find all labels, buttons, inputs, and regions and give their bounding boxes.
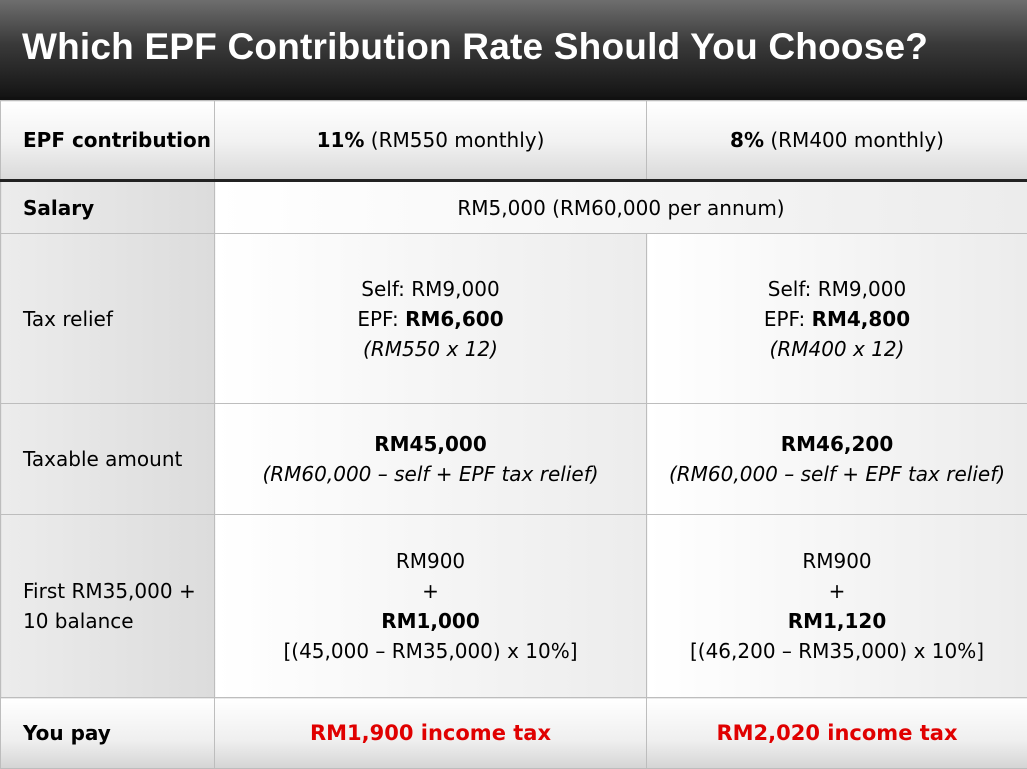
first-bracket-b-cell: RM900 + RM1,120 [(46,200 – RM35,000) x 1… [647,515,1027,698]
first-bracket-label-line2: 10 balance [23,606,214,636]
option-b-detail: (RM400 monthly) [764,128,944,152]
taxable-b-cell: RM46,200 (RM60,000 – self + EPF tax reli… [647,404,1027,515]
first-bracket-a-value: RM1,000 [215,606,646,636]
taxable-a-value: RM45,000 [215,429,646,459]
taxable-label: Taxable amount [23,447,182,471]
tax-relief-a-epf-prefix: EPF: [357,307,405,331]
tax-relief-label-cell: Tax relief [1,234,215,404]
taxable-label-cell: Taxable amount [1,404,215,515]
first-bracket-label-cell: First RM35,000 + 10 balance [1,515,215,698]
tax-relief-b-cell: Self: RM9,000 EPF: RM4,800 (RM400 x 12) [647,234,1027,404]
tax-relief-b-epf-prefix: EPF: [764,307,812,331]
you-pay-label-cell: You pay [1,698,215,769]
salary-label-cell: Salary [1,181,215,234]
taxable-row: Taxable amount RM45,000 (RM60,000 – self… [1,404,1027,515]
first-bracket-a-cell: RM900 + RM1,000 [(45,000 – RM35,000) x 1… [215,515,647,698]
option-a-rate: 11% [317,128,365,152]
tax-relief-b-note: (RM400 x 12) [647,334,1027,364]
first-bracket-row: First RM35,000 + 10 balance RM900 + RM1,… [1,515,1027,698]
you-pay-b-cell: RM2,020 income tax [647,698,1027,769]
you-pay-a-cell: RM1,900 income tax [215,698,647,769]
option-a-detail: (RM550 monthly) [364,128,544,152]
tax-relief-a-cell: Self: RM9,000 EPF: RM6,600 (RM550 x 12) [215,234,647,404]
tax-relief-label: Tax relief [23,307,113,331]
you-pay-b-value: RM2,020 income tax [716,721,957,745]
tax-relief-b-epf-value: RM4,800 [812,307,911,331]
page-title: Which EPF Contribution Rate Should You C… [22,26,928,68]
option-11-header: 11% (RM550 monthly) [215,101,647,181]
tax-relief-a-self: Self: RM9,000 [215,274,646,304]
salary-row: Salary RM5,000 (RM60,000 per annum) [1,181,1027,234]
salary-label: Salary [23,196,94,220]
tax-relief-b-self: Self: RM9,000 [647,274,1027,304]
first-bracket-b-base: RM900 [647,546,1027,576]
you-pay-label: You pay [23,721,111,745]
first-bracket-label-line1: First RM35,000 + [23,576,214,606]
tax-relief-a-epf-value: RM6,600 [405,307,504,331]
salary-value-cell: RM5,000 (RM60,000 per annum) [215,181,1027,234]
first-bracket-b-plus: + [647,576,1027,606]
tax-relief-row: Tax relief Self: RM9,000 EPF: RM6,600 (R… [1,234,1027,404]
title-banner: Which EPF Contribution Rate Should You C… [0,0,1027,100]
first-bracket-a-plus: + [215,576,646,606]
you-pay-row: You pay RM1,900 income tax RM2,020 incom… [1,698,1027,769]
tax-relief-a-note: (RM550 x 12) [215,334,646,364]
you-pay-a-value: RM1,900 income tax [310,721,551,745]
taxable-b-note: (RM60,000 – self + EPF tax relief) [647,459,1027,489]
taxable-a-cell: RM45,000 (RM60,000 – self + EPF tax reli… [215,404,647,515]
tax-relief-a-epf: EPF: RM6,600 [215,304,646,334]
first-bracket-b-value: RM1,120 [647,606,1027,636]
option-8-header: 8% (RM400 monthly) [647,101,1027,181]
salary-value: RM5,000 (RM60,000 per annum) [457,196,784,220]
tax-relief-b-epf: EPF: RM4,800 [647,304,1027,334]
first-bracket-b-formula: [(46,200 – RM35,000) x 10%] [647,636,1027,666]
option-b-rate: 8% [730,128,764,152]
header-label-cell: EPF contribution [1,101,215,181]
header-row: EPF contribution 11% (RM550 monthly) 8% … [1,101,1027,181]
epf-comparison-table: EPF contribution 11% (RM550 monthly) 8% … [0,100,1027,769]
taxable-b-value: RM46,200 [647,429,1027,459]
taxable-a-note: (RM60,000 – self + EPF tax relief) [215,459,646,489]
first-bracket-a-base: RM900 [215,546,646,576]
first-bracket-a-formula: [(45,000 – RM35,000) x 10%] [215,636,646,666]
header-label: EPF contribution [23,128,211,152]
